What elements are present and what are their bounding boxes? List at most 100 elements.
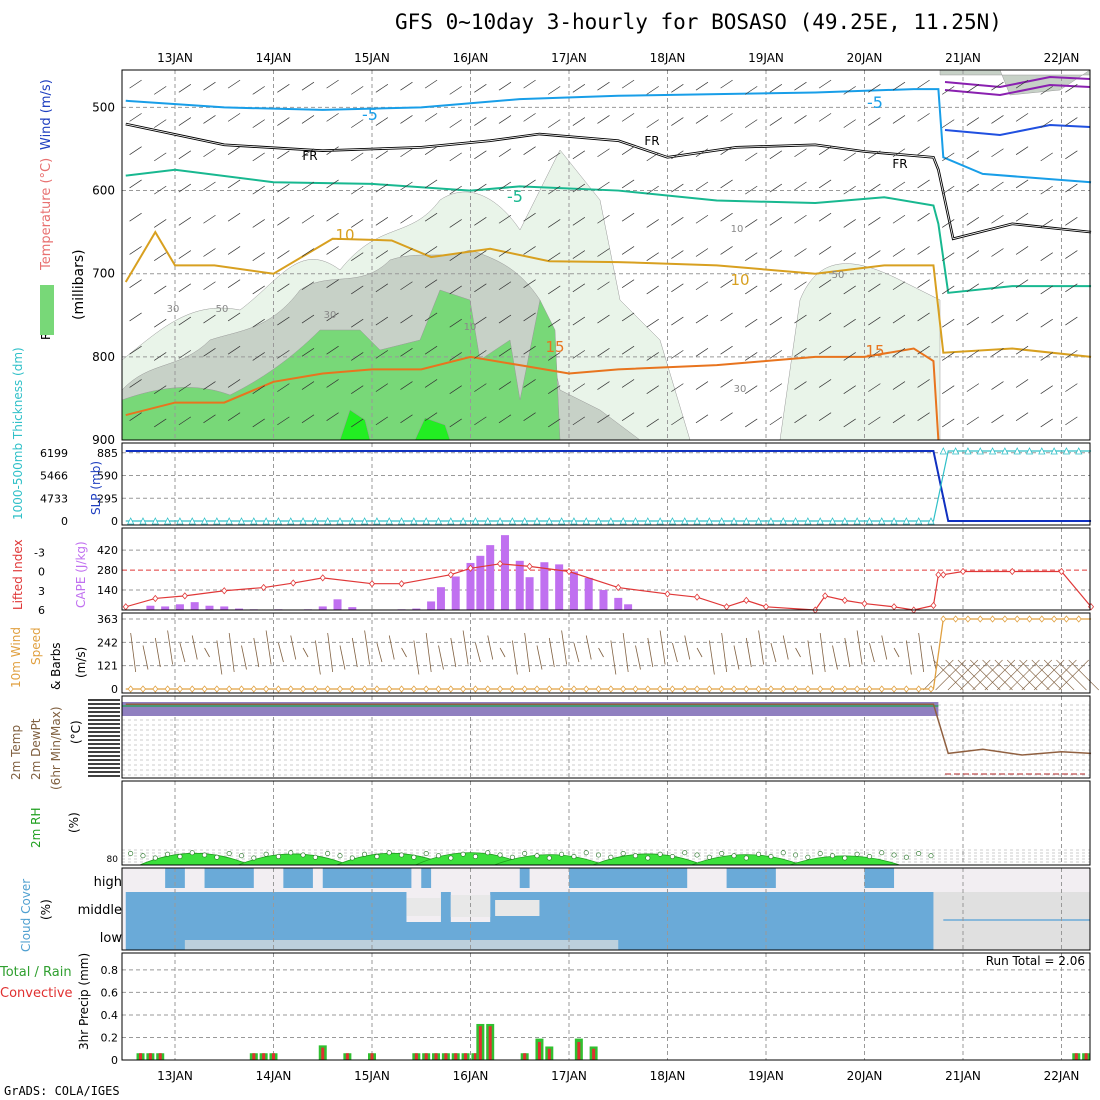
rh2m-marker bbox=[842, 855, 848, 861]
wind-speed-marker bbox=[1075, 615, 1082, 623]
wind-barb bbox=[942, 352, 955, 361]
thickness-marker bbox=[828, 517, 837, 525]
surface-wind-barb bbox=[1031, 659, 1063, 691]
contour-label: 50 bbox=[832, 270, 845, 281]
ylabel-2m-dewpt: 2m DewPt bbox=[29, 718, 43, 780]
slp-tick-label: 0 bbox=[111, 515, 118, 528]
wind-barb bbox=[548, 418, 561, 428]
wind-speed-marker bbox=[139, 685, 147, 693]
contour-label: 10 bbox=[731, 224, 744, 235]
rh2m-marker bbox=[300, 852, 306, 858]
bottom-date-label: 20JAN bbox=[847, 1069, 883, 1083]
wind-barb bbox=[892, 81, 906, 91]
cape-bar bbox=[427, 601, 436, 610]
rh2m-marker bbox=[817, 850, 823, 856]
cloud-high-block bbox=[421, 868, 432, 888]
wind-speed-marker bbox=[681, 685, 688, 693]
wind-barb bbox=[942, 252, 955, 261]
wind-barb bbox=[646, 185, 659, 195]
wind-barb bbox=[277, 383, 290, 392]
li-marker bbox=[319, 574, 326, 582]
thickness-marker bbox=[816, 517, 824, 525]
surface-wind-barb bbox=[721, 632, 728, 673]
ylabel-2m-temp: 2m Temp bbox=[9, 725, 23, 780]
lifted-index-line bbox=[125, 563, 1092, 611]
wind-barb bbox=[1040, 252, 1053, 261]
wind-speed-marker bbox=[878, 685, 885, 693]
wind-barb bbox=[1065, 316, 1078, 326]
wind-tick-label: 121 bbox=[97, 660, 118, 673]
wind-barb bbox=[301, 181, 315, 191]
wind-barb bbox=[351, 418, 364, 428]
surface-wind-barb bbox=[339, 645, 346, 670]
thickness-marker bbox=[951, 447, 960, 455]
thickness-marker bbox=[644, 517, 652, 525]
ylabel-barbs: & Barbs bbox=[49, 642, 63, 690]
wind-barb bbox=[942, 119, 955, 128]
thickness-marker bbox=[890, 517, 898, 525]
wind-speed-marker bbox=[620, 685, 627, 693]
bottom-date-label: 22JAN bbox=[1044, 1069, 1080, 1083]
wind-barb bbox=[917, 246, 930, 255]
cloud-high-block bbox=[864, 868, 895, 888]
wind-speed-marker bbox=[164, 685, 171, 693]
wind-barb bbox=[252, 252, 265, 261]
thickness-tick-label: 5466 bbox=[40, 470, 68, 483]
wind-barb bbox=[178, 283, 192, 293]
wind-barb bbox=[794, 248, 807, 257]
wind-barb bbox=[203, 381, 216, 390]
wind-barb bbox=[991, 81, 1004, 91]
cape-bar bbox=[175, 604, 184, 610]
wind-barb bbox=[572, 316, 586, 326]
wind-barb bbox=[695, 214, 709, 224]
thickness-marker bbox=[484, 517, 492, 525]
wind-barb bbox=[769, 316, 783, 326]
wind-barb bbox=[671, 350, 684, 359]
thickness-marker bbox=[791, 517, 800, 525]
rh-shading bbox=[779, 263, 941, 441]
top-date-label: 20JAN bbox=[847, 51, 883, 65]
wind-barb bbox=[621, 312, 635, 322]
wind-barb bbox=[621, 412, 635, 422]
slp-tick-label: 590 bbox=[97, 470, 118, 483]
cape-bar bbox=[348, 607, 357, 610]
wind-barb bbox=[597, 281, 610, 291]
surface-wind-barb bbox=[1021, 659, 1053, 691]
wind-barb bbox=[474, 350, 487, 359]
surface-wind-barb bbox=[795, 647, 801, 658]
li-marker bbox=[940, 571, 947, 579]
wind-barb bbox=[375, 150, 389, 160]
wind-barb bbox=[720, 113, 733, 122]
wind-barb bbox=[227, 146, 241, 155]
rh2m-marker bbox=[743, 855, 749, 861]
thickness-marker bbox=[1038, 447, 1046, 455]
surface-wind-barb bbox=[972, 659, 1003, 691]
surface-wind-barb bbox=[856, 630, 863, 665]
surface-wind-barb bbox=[450, 637, 457, 668]
wind-barb bbox=[794, 381, 807, 390]
surface-wind-barb bbox=[388, 635, 395, 660]
li-tick-label: -3 bbox=[34, 546, 45, 559]
wind-barb bbox=[745, 252, 758, 261]
contour-label: 30 bbox=[324, 310, 337, 321]
li-marker bbox=[565, 567, 573, 576]
slp-frame bbox=[121, 442, 1091, 526]
wind-barb bbox=[154, 152, 167, 162]
rh-swatch bbox=[40, 285, 54, 335]
thickness-marker bbox=[902, 517, 911, 525]
wind-speed-marker bbox=[324, 685, 331, 693]
wind-barb bbox=[868, 350, 881, 359]
wind-barb bbox=[695, 381, 709, 390]
li-tick-label: 6 bbox=[38, 604, 45, 617]
rh2m-marker bbox=[165, 851, 171, 857]
wind-barb bbox=[917, 113, 930, 122]
ylabel-millibars: (millibars) bbox=[71, 249, 87, 320]
contour-label: -5 bbox=[362, 105, 378, 124]
wind-barb bbox=[991, 381, 1004, 390]
ylabel-cloud-units: (%) bbox=[39, 899, 53, 920]
wind-barb bbox=[769, 283, 783, 293]
wind-barb bbox=[769, 350, 783, 359]
precip-convective-bar bbox=[158, 1053, 162, 1060]
wind-barb bbox=[720, 212, 733, 222]
rh2m-marker bbox=[559, 851, 565, 857]
